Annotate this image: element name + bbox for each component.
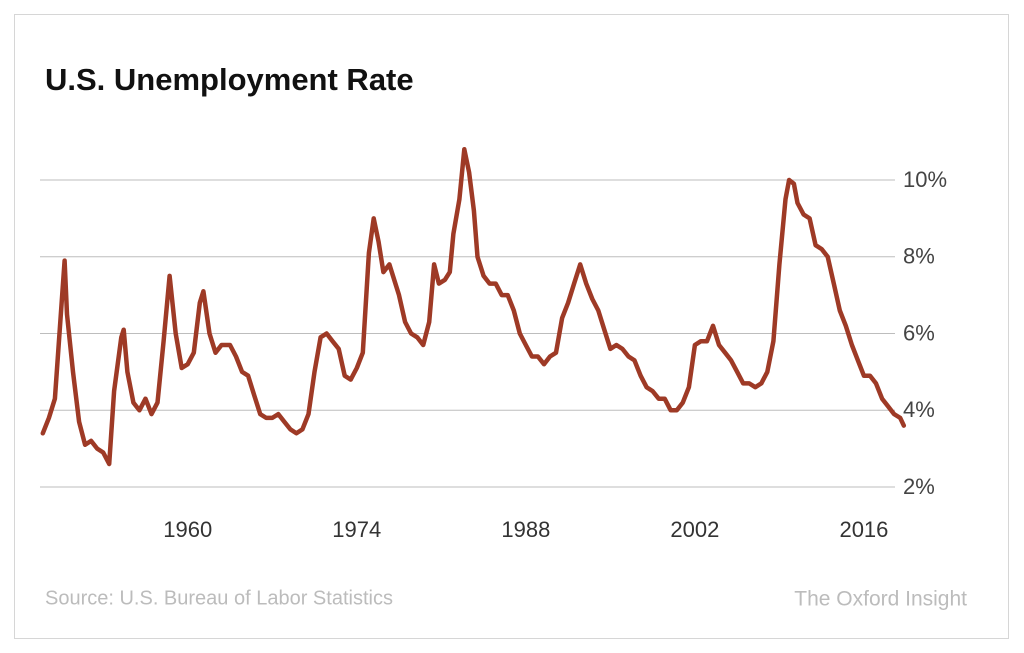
x-tick-label: 1960 [163, 517, 212, 542]
x-tick-label: 1988 [501, 517, 550, 542]
y-tick-label: 6% [903, 320, 935, 345]
x-tick-label: 1974 [332, 517, 381, 542]
data-line [40, 147, 907, 467]
x-tick-label: 2016 [839, 517, 888, 542]
source-note: Source: U.S. Bureau of Labor Statistics [45, 587, 393, 609]
y-tick-label: 4% [903, 397, 935, 422]
y-tick-label: 8% [903, 244, 935, 269]
x-tick-label: 2002 [670, 517, 719, 542]
brand: The Oxford Insight [794, 588, 967, 611]
chart-title: U.S. Unemployment Rate [45, 62, 414, 97]
y-tick-label: 10% [903, 167, 947, 192]
card-border [14, 14, 1009, 639]
y-tick-label: 2% [903, 474, 935, 499]
